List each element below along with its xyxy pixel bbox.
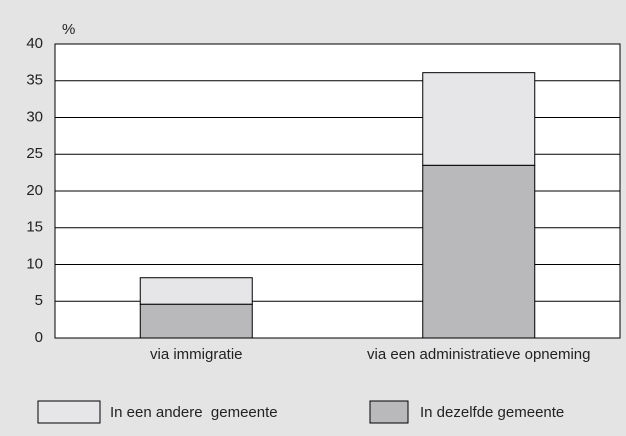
y-tick-label: 5 [35,292,43,309]
y-tick-label: 35 [26,72,43,89]
legend-swatch [37,400,101,424]
legend-label: In dezelfde gemeente [420,404,564,421]
x-tick-label: via een administratieve opneming [367,346,590,363]
y-axis-label: % [62,21,75,38]
y-tick-label: 30 [26,108,43,125]
y-tick-label: 25 [26,145,43,162]
y-tick-label: 15 [26,219,43,236]
bar-segment [422,72,536,166]
y-tick-label: 0 [35,329,43,346]
y-tick-label: 20 [26,182,43,199]
x-tick-label: via immigratie [150,346,243,363]
y-tick-label: 40 [26,35,43,52]
legend-swatch [369,400,409,424]
bar-segment [139,277,253,305]
legend-label: In een andere gemeente [110,404,278,421]
bar-segment [139,303,253,339]
bar-segment [422,164,536,339]
y-tick-label: 10 [26,255,43,272]
plot-border [54,43,621,339]
